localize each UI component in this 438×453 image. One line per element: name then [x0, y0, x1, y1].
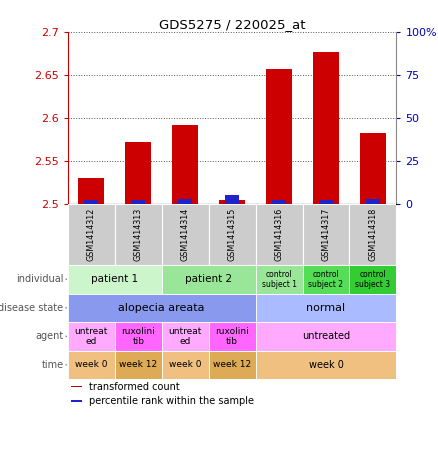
Bar: [272, 200, 286, 204]
Text: week 12: week 12: [213, 361, 251, 369]
Bar: [115, 204, 162, 265]
Text: untreat
ed: untreat ed: [74, 327, 108, 346]
Bar: [256, 294, 396, 322]
Bar: [256, 351, 396, 379]
Bar: [360, 133, 386, 204]
Bar: [303, 204, 350, 265]
Bar: [68, 294, 256, 322]
Text: ruxolini
tib: ruxolini tib: [121, 327, 155, 346]
Bar: [71, 386, 82, 387]
Text: control
subject 1: control subject 1: [261, 270, 297, 289]
Text: week 0: week 0: [75, 361, 108, 369]
Bar: [256, 265, 303, 294]
Bar: [178, 199, 192, 204]
Bar: [115, 322, 162, 351]
Text: ruxolini
tib: ruxolini tib: [215, 327, 249, 346]
Bar: [71, 400, 82, 402]
Bar: [350, 265, 396, 294]
Text: untreat
ed: untreat ed: [169, 327, 202, 346]
Text: agent: agent: [35, 331, 64, 342]
Bar: [208, 204, 256, 265]
Text: patient 1: patient 1: [91, 274, 138, 284]
Bar: [68, 265, 162, 294]
Bar: [68, 322, 115, 351]
Text: alopecia areata: alopecia areata: [119, 303, 205, 313]
Bar: [172, 125, 198, 204]
Bar: [266, 69, 292, 204]
Text: week 0: week 0: [169, 361, 201, 369]
Bar: [84, 200, 99, 204]
Bar: [350, 204, 396, 265]
Text: GSM1414312: GSM1414312: [87, 208, 96, 261]
Bar: [68, 204, 115, 265]
Bar: [162, 204, 208, 265]
Text: GSM1414318: GSM1414318: [368, 208, 378, 261]
Bar: [303, 265, 350, 294]
Bar: [366, 199, 380, 204]
Bar: [131, 200, 145, 204]
Text: percentile rank within the sample: percentile rank within the sample: [88, 396, 254, 406]
Text: individual: individual: [16, 274, 64, 284]
Text: GSM1414314: GSM1414314: [181, 208, 190, 261]
Bar: [256, 322, 396, 351]
Bar: [256, 204, 303, 265]
Title: GDS5275 / 220025_at: GDS5275 / 220025_at: [159, 18, 305, 30]
Text: control
subject 3: control subject 3: [355, 270, 391, 289]
Bar: [162, 351, 208, 379]
Text: control
subject 2: control subject 2: [308, 270, 343, 289]
Text: transformed count: transformed count: [88, 381, 179, 391]
Bar: [208, 322, 256, 351]
Text: week 12: week 12: [119, 361, 157, 369]
Bar: [125, 142, 151, 204]
Bar: [115, 351, 162, 379]
Text: GSM1414313: GSM1414313: [134, 208, 143, 261]
Bar: [313, 53, 339, 204]
Text: GSM1414317: GSM1414317: [321, 208, 331, 261]
Text: GSM1414316: GSM1414316: [275, 208, 283, 261]
Bar: [162, 322, 208, 351]
Text: time: time: [41, 360, 64, 370]
Bar: [68, 351, 115, 379]
Bar: [219, 199, 245, 204]
Bar: [208, 351, 256, 379]
Text: disease state: disease state: [0, 303, 64, 313]
Text: GSM1414315: GSM1414315: [228, 208, 237, 261]
Text: normal: normal: [307, 303, 346, 313]
Text: patient 2: patient 2: [185, 274, 232, 284]
Bar: [225, 195, 239, 204]
Bar: [78, 178, 104, 204]
Text: week 0: week 0: [308, 360, 343, 370]
Text: untreated: untreated: [302, 331, 350, 342]
Bar: [162, 265, 256, 294]
Bar: [319, 200, 333, 204]
